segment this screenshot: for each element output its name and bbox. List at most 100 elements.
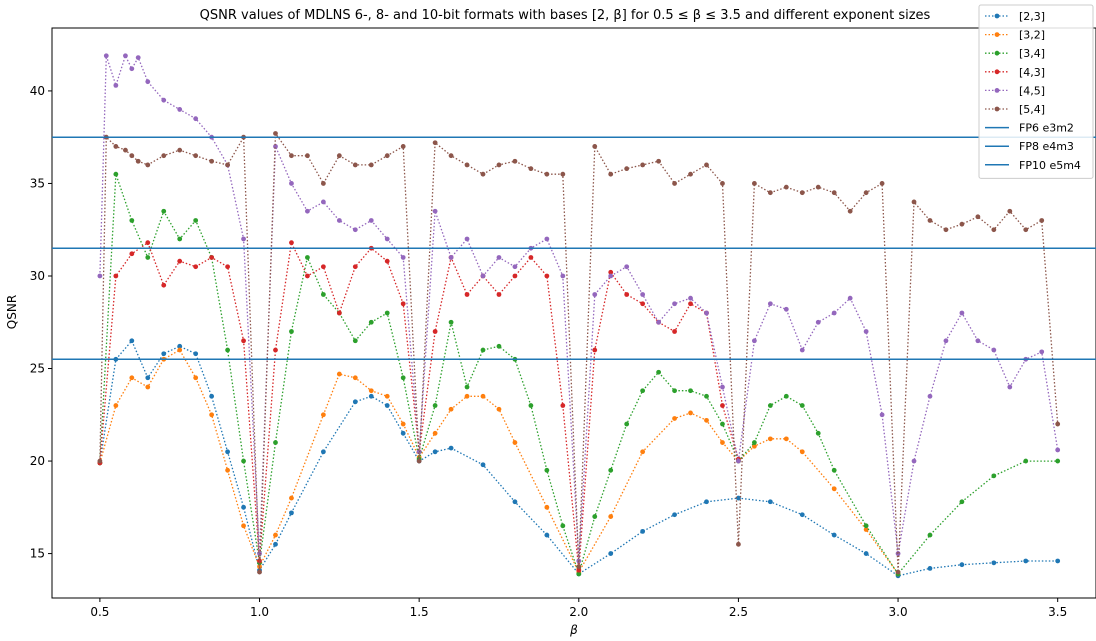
legend-entry: [3,4] bbox=[1019, 47, 1045, 60]
data-point bbox=[368, 162, 374, 168]
data-point bbox=[751, 440, 757, 445]
y-axis-label: QSNR bbox=[5, 295, 19, 329]
data-point bbox=[1055, 421, 1061, 427]
data-point bbox=[736, 495, 741, 501]
data-point bbox=[193, 351, 199, 357]
data-point bbox=[592, 292, 598, 297]
data-point bbox=[432, 329, 438, 334]
data-point bbox=[257, 569, 262, 575]
data-point bbox=[799, 347, 805, 353]
data-point bbox=[352, 264, 358, 270]
data-point bbox=[1007, 384, 1013, 390]
data-point bbox=[336, 218, 342, 223]
data-point bbox=[103, 53, 109, 59]
data-point bbox=[480, 347, 486, 353]
data-point bbox=[113, 403, 119, 408]
x-tick-label: 3.5 bbox=[1048, 605, 1067, 619]
data-point bbox=[672, 512, 677, 518]
data-point bbox=[320, 292, 326, 297]
data-point bbox=[959, 310, 965, 316]
legend-entry: [5,4] bbox=[1019, 103, 1045, 116]
data-point bbox=[544, 236, 550, 242]
data-point bbox=[480, 393, 486, 399]
data-point bbox=[289, 181, 294, 186]
data-point bbox=[767, 436, 773, 442]
data-point bbox=[560, 273, 566, 279]
data-point bbox=[927, 565, 933, 571]
data-point bbox=[640, 292, 646, 297]
x-tick-label: 1.5 bbox=[410, 605, 429, 619]
data-point bbox=[720, 384, 725, 390]
data-point bbox=[336, 310, 342, 316]
data-point bbox=[704, 310, 709, 316]
data-point bbox=[991, 473, 997, 479]
data-point bbox=[608, 171, 614, 177]
data-point bbox=[911, 199, 917, 205]
data-point bbox=[624, 166, 630, 172]
data-point bbox=[783, 184, 789, 190]
data-point bbox=[528, 403, 534, 408]
data-point bbox=[1055, 458, 1061, 464]
data-point bbox=[177, 347, 183, 353]
data-point bbox=[592, 514, 598, 519]
data-point bbox=[783, 393, 789, 399]
data-point bbox=[720, 440, 725, 445]
data-point bbox=[320, 449, 326, 455]
data-point bbox=[608, 269, 614, 275]
data-point bbox=[464, 393, 470, 399]
data-point bbox=[320, 412, 326, 418]
data-point bbox=[161, 153, 167, 159]
data-point bbox=[560, 403, 566, 408]
data-point bbox=[161, 282, 167, 288]
data-point bbox=[241, 504, 246, 510]
legend-marker bbox=[994, 69, 1000, 75]
x-tick-label: 2.5 bbox=[729, 605, 748, 619]
data-point bbox=[368, 388, 374, 394]
x-tick-label: 2.0 bbox=[569, 605, 588, 619]
series-line bbox=[99, 131, 1059, 573]
legend-entry: FP6 e3m2 bbox=[1019, 122, 1074, 135]
data-point bbox=[209, 412, 215, 418]
data-point bbox=[783, 306, 789, 312]
data-point bbox=[991, 227, 997, 233]
legend-entry: FP10 e5m4 bbox=[1019, 159, 1081, 172]
data-point bbox=[1055, 447, 1061, 453]
data-point bbox=[576, 571, 582, 577]
data-point bbox=[432, 208, 438, 214]
data-point bbox=[576, 567, 582, 573]
data-point bbox=[400, 375, 406, 381]
y-tick-label: 15 bbox=[30, 547, 45, 561]
data-point bbox=[161, 208, 167, 214]
x-axis-label: β bbox=[569, 623, 578, 637]
data-point bbox=[448, 153, 454, 159]
data-point bbox=[975, 338, 981, 344]
data-point bbox=[177, 147, 183, 153]
legend-entry: FP8 e4m3 bbox=[1019, 140, 1074, 153]
data-point bbox=[193, 264, 199, 270]
data-point bbox=[863, 329, 869, 334]
data-point bbox=[113, 273, 119, 279]
data-point bbox=[1039, 218, 1045, 223]
data-point bbox=[528, 166, 534, 172]
data-point bbox=[672, 416, 677, 421]
data-point bbox=[943, 338, 949, 344]
data-point bbox=[129, 66, 135, 72]
data-point bbox=[528, 255, 534, 260]
data-point bbox=[352, 162, 358, 168]
x-tick-label: 1.0 bbox=[250, 605, 269, 619]
data-point bbox=[815, 430, 821, 436]
data-point bbox=[384, 310, 390, 316]
data-point bbox=[911, 458, 917, 464]
legend-marker bbox=[994, 50, 1000, 56]
data-point bbox=[736, 541, 741, 547]
data-point bbox=[464, 292, 470, 297]
data-point bbox=[640, 388, 646, 394]
data-point bbox=[464, 162, 470, 168]
legend-marker bbox=[994, 88, 1000, 93]
legend-entry: [4,3] bbox=[1019, 66, 1045, 79]
data-point bbox=[799, 403, 805, 408]
data-point bbox=[384, 258, 390, 264]
data-point bbox=[512, 440, 518, 445]
data-point bbox=[129, 153, 135, 159]
data-point bbox=[352, 399, 358, 405]
